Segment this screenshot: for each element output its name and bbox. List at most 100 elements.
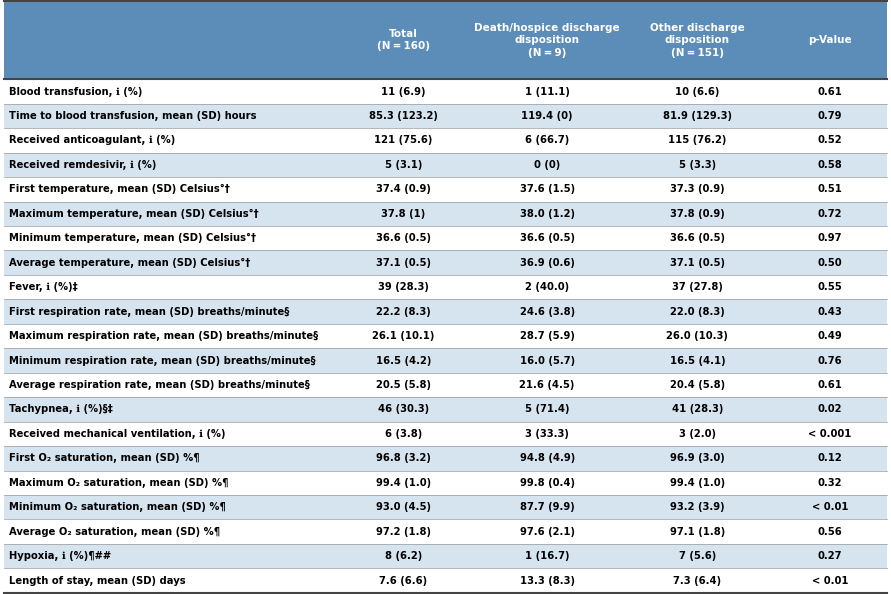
Text: Maximum temperature, mean (SD) Celsius°†: Maximum temperature, mean (SD) Celsius°† [9, 208, 258, 219]
Text: 94.8 (4.9): 94.8 (4.9) [519, 453, 575, 463]
Text: 5 (3.1): 5 (3.1) [385, 160, 422, 170]
Bar [4, 446, 887, 470]
Text: 0.50: 0.50 [818, 258, 842, 268]
Bar [4, 372, 887, 397]
Text: 36.6 (0.5): 36.6 (0.5) [670, 233, 725, 243]
Text: 0.32: 0.32 [818, 478, 842, 488]
Text: 11 (6.9): 11 (6.9) [381, 87, 426, 96]
Text: 36.6 (0.5): 36.6 (0.5) [519, 233, 575, 243]
Bar [4, 422, 887, 446]
Text: 37.8 (0.9): 37.8 (0.9) [670, 208, 724, 219]
Text: 37.4 (0.9): 37.4 (0.9) [376, 184, 431, 194]
Text: 37.8 (1): 37.8 (1) [381, 208, 426, 219]
Text: 99.4 (1.0): 99.4 (1.0) [376, 478, 431, 488]
Text: 119.4 (0): 119.4 (0) [521, 111, 573, 121]
Bar [4, 275, 887, 299]
Text: 37.1 (0.5): 37.1 (0.5) [376, 258, 431, 268]
Text: 93.0 (4.5): 93.0 (4.5) [376, 502, 431, 512]
Text: 13.3 (8.3): 13.3 (8.3) [519, 576, 575, 586]
Text: Hypoxia, ℹ (%)¶##: Hypoxia, ℹ (%)¶## [9, 551, 111, 561]
Text: 0.02: 0.02 [818, 405, 842, 415]
Bar [4, 324, 887, 348]
Text: 38.0 (1.2): 38.0 (1.2) [519, 208, 575, 219]
Text: 99.4 (1.0): 99.4 (1.0) [670, 478, 725, 488]
Text: 85.3 (123.2): 85.3 (123.2) [369, 111, 438, 121]
Text: Average respiration rate, mean (SD) breaths/minute§: Average respiration rate, mean (SD) brea… [9, 380, 310, 390]
Text: 99.8 (0.4): 99.8 (0.4) [519, 478, 575, 488]
Text: Maximum respiration rate, mean (SD) breaths/minute§: Maximum respiration rate, mean (SD) brea… [9, 331, 318, 341]
Text: 20.4 (5.8): 20.4 (5.8) [670, 380, 725, 390]
Text: 46 (30.3): 46 (30.3) [378, 405, 429, 415]
Text: 0.58: 0.58 [818, 160, 842, 170]
Text: 0.52: 0.52 [818, 135, 842, 146]
Text: Time to blood transfusion, mean (SD) hours: Time to blood transfusion, mean (SD) hou… [9, 111, 257, 121]
Text: 22.2 (8.3): 22.2 (8.3) [376, 307, 431, 317]
Text: Fever, ℹ (%)‡: Fever, ℹ (%)‡ [9, 282, 78, 292]
Text: 22.0 (8.3): 22.0 (8.3) [670, 307, 724, 317]
Text: 6 (66.7): 6 (66.7) [525, 135, 569, 146]
Text: 0.72: 0.72 [818, 208, 842, 219]
Text: 0.55: 0.55 [818, 282, 842, 292]
Text: Total
(N = 160): Total (N = 160) [377, 29, 430, 52]
Text: 1 (16.7): 1 (16.7) [525, 551, 569, 561]
Text: 1 (11.1): 1 (11.1) [525, 87, 569, 96]
Bar [4, 79, 887, 104]
Text: 97.6 (2.1): 97.6 (2.1) [519, 527, 575, 536]
Text: First respiration rate, mean (SD) breaths/minute§: First respiration rate, mean (SD) breath… [9, 307, 290, 317]
Text: 0.79: 0.79 [818, 111, 842, 121]
Bar [4, 544, 887, 568]
Text: 8 (6.2): 8 (6.2) [385, 551, 422, 561]
Text: Blood transfusion, ℹ (%): Blood transfusion, ℹ (%) [9, 87, 143, 96]
Text: 3 (2.0): 3 (2.0) [679, 429, 715, 439]
Bar [4, 251, 887, 275]
Bar [4, 128, 887, 153]
Text: Received remdesivir, ℹ (%): Received remdesivir, ℹ (%) [9, 160, 156, 170]
Text: 3 (33.3): 3 (33.3) [525, 429, 569, 439]
Bar [4, 519, 887, 544]
Text: 0.61: 0.61 [818, 380, 842, 390]
Bar [4, 568, 887, 593]
Text: 36.6 (0.5): 36.6 (0.5) [376, 233, 431, 243]
Text: 0.49: 0.49 [818, 331, 842, 341]
Text: 0.51: 0.51 [818, 184, 842, 194]
Bar [4, 226, 887, 251]
Bar [4, 495, 887, 519]
Bar [4, 397, 887, 422]
Text: 96.9 (3.0): 96.9 (3.0) [670, 453, 724, 463]
Text: First O₂ saturation, mean (SD) %¶: First O₂ saturation, mean (SD) %¶ [9, 453, 200, 463]
Text: 0.56: 0.56 [818, 527, 842, 536]
Text: 41 (28.3): 41 (28.3) [672, 405, 723, 415]
Text: 16.0 (5.7): 16.0 (5.7) [519, 355, 575, 365]
Text: Received anticoagulant, ℹ (%): Received anticoagulant, ℹ (%) [9, 135, 176, 146]
Text: Minimum respiration rate, mean (SD) breaths/minute§: Minimum respiration rate, mean (SD) brea… [9, 355, 315, 365]
Text: 39 (28.3): 39 (28.3) [378, 282, 429, 292]
Text: 20.5 (5.8): 20.5 (5.8) [376, 380, 431, 390]
Text: Average O₂ saturation, mean (SD) %¶: Average O₂ saturation, mean (SD) %¶ [9, 527, 220, 536]
Text: 16.5 (4.1): 16.5 (4.1) [670, 355, 725, 365]
Text: 37 (27.8): 37 (27.8) [672, 282, 723, 292]
Text: 0.12: 0.12 [818, 453, 842, 463]
Text: < 0.01: < 0.01 [812, 502, 848, 512]
Text: 24.6 (3.8): 24.6 (3.8) [519, 307, 575, 317]
Bar [4, 201, 887, 226]
Text: 5 (71.4): 5 (71.4) [525, 405, 569, 415]
Bar [4, 470, 887, 495]
Text: 7.3 (6.4): 7.3 (6.4) [674, 576, 722, 586]
Text: 0.27: 0.27 [818, 551, 842, 561]
Text: 81.9 (129.3): 81.9 (129.3) [663, 111, 732, 121]
Text: 0.43: 0.43 [818, 307, 842, 317]
Text: Other discharge
disposition
(N = 151): Other discharge disposition (N = 151) [650, 23, 745, 58]
Text: Maximum O₂ saturation, mean (SD) %¶: Maximum O₂ saturation, mean (SD) %¶ [9, 478, 228, 488]
Text: 121 (75.6): 121 (75.6) [374, 135, 433, 146]
Text: 26.1 (10.1): 26.1 (10.1) [372, 331, 435, 341]
Bar [4, 348, 887, 372]
Text: 7 (5.6): 7 (5.6) [679, 551, 716, 561]
Text: 0.61: 0.61 [818, 87, 842, 96]
Text: 93.2 (3.9): 93.2 (3.9) [670, 502, 724, 512]
Text: 16.5 (4.2): 16.5 (4.2) [376, 355, 431, 365]
Text: First temperature, mean (SD) Celsius°†: First temperature, mean (SD) Celsius°† [9, 184, 230, 194]
Text: Minimum O₂ saturation, mean (SD) %¶: Minimum O₂ saturation, mean (SD) %¶ [9, 502, 225, 512]
Text: 6 (3.8): 6 (3.8) [385, 429, 422, 439]
Text: 96.8 (3.2): 96.8 (3.2) [376, 453, 431, 463]
Text: 37.1 (0.5): 37.1 (0.5) [670, 258, 725, 268]
